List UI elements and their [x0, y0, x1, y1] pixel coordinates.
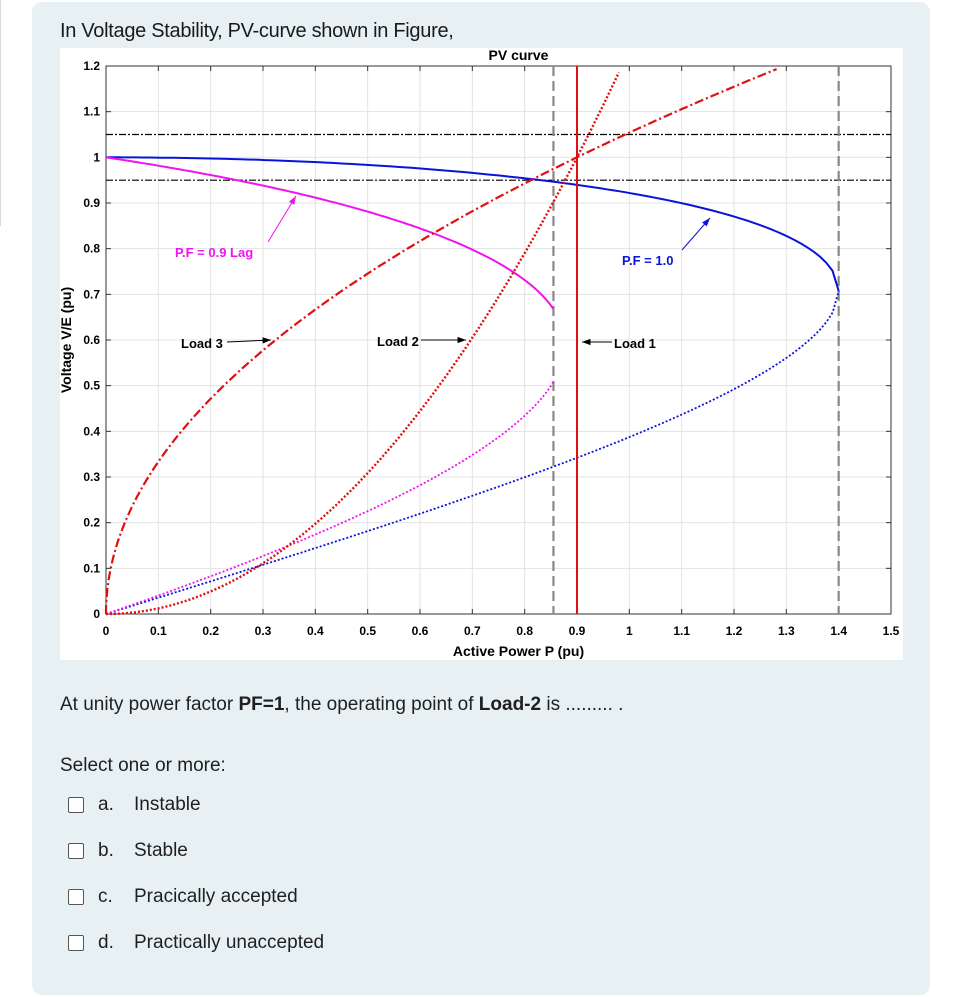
option-b-checkbox[interactable]	[68, 843, 84, 859]
question-text-suffix: is ......... .	[541, 694, 624, 715]
question-text-prefix: At unity power factor	[60, 694, 239, 715]
option-a[interactable]: a. Instable	[68, 791, 201, 819]
pf-unity-lower-curve	[105, 290, 840, 615]
y-tick-label: 0.3	[83, 470, 100, 484]
y-tick-label: 0.7	[83, 287, 100, 301]
option-d[interactable]: d. Practically unaccepted	[68, 929, 324, 957]
option-b-text[interactable]: Stable	[134, 840, 188, 861]
question-text-middle: , the operating point of	[284, 694, 479, 715]
option-a-text[interactable]: Instable	[134, 794, 201, 815]
question-text: At unity power factor PF=1, the operatin…	[60, 694, 623, 716]
pf-lag-arrow-head	[288, 196, 296, 205]
x-tick-label: 0.5	[359, 624, 376, 638]
pf-unity-upper-curve	[106, 156, 840, 292]
x-tick-label: 0.6	[412, 624, 429, 638]
y-tick-label: 0.1	[83, 561, 100, 575]
y-tick-label: 0.6	[83, 333, 100, 347]
option-d-text[interactable]: Practically unaccepted	[134, 932, 325, 953]
page-left-rule	[0, 0, 1, 226]
question-pf-label: PF=1	[238, 694, 285, 715]
x-tick-label: 0.4	[307, 624, 324, 638]
pf-unity-annotation: P.F = 1.0	[622, 253, 673, 268]
load-3-curve	[104, 68, 778, 614]
load-2-annotation: Load 2	[377, 334, 419, 349]
y-tick-label: 0.5	[83, 379, 100, 393]
option-c-letter: c.	[98, 886, 113, 907]
load-2-arrow-head	[457, 336, 466, 344]
option-d-letter: d.	[98, 932, 114, 953]
y-tick-label: 0.9	[83, 196, 100, 210]
pf-unity-arrow-head	[702, 218, 710, 227]
y-tick-label: 0.8	[83, 242, 100, 256]
y-tick-label: 0.4	[83, 424, 100, 438]
x-tick-label: 1.1	[673, 624, 690, 638]
option-a-letter: a.	[98, 794, 114, 815]
pf-lag-annotation: P.F = 0.9 Lag	[175, 245, 253, 260]
option-c-checkbox[interactable]	[68, 889, 84, 905]
select-prompt: Select one or more:	[60, 755, 226, 776]
chart-title: PV curve	[489, 48, 549, 63]
question-load-label: Load-2	[478, 694, 542, 715]
pf-lag-arrow	[267, 195, 297, 243]
load-3-arrow-head	[262, 337, 271, 344]
pf-lag-lower-curve	[105, 381, 555, 615]
y-axis-label: Voltage V/E (pu)	[60, 287, 74, 393]
x-tick-label: 1.2	[726, 624, 743, 638]
load-1-annotation: Load 1	[614, 336, 656, 351]
x-tick-label: 0.8	[516, 624, 533, 638]
x-tick-label: 1.3	[778, 624, 795, 638]
x-tick-label: 0.2	[202, 624, 219, 638]
y-tick-label: 1	[93, 150, 100, 164]
pv-curve-figure: 0 0.1 0.2 0.3 0.4 0.5 0.6 0.7 0.8 0.9 1 1.1 1.2 1.3 1.…	[60, 48, 903, 660]
x-tick-label: 1	[626, 624, 633, 638]
pf-lag-upper-curve	[105, 156, 555, 310]
y-tick-label: 0	[93, 607, 100, 621]
option-c[interactable]: c. Pracically accepted	[68, 883, 298, 911]
x-tick-label: 0.9	[569, 624, 586, 638]
question-title: In Voltage Stability, PV-curve shown in …	[60, 20, 454, 42]
option-c-text[interactable]: Pracically accepted	[134, 886, 298, 907]
x-axis-label: Active Power P (pu)	[453, 643, 584, 659]
x-tick-label: 1.5	[883, 624, 900, 638]
load-1-arrow-head	[582, 338, 591, 346]
x-tick-label: 0.3	[255, 624, 272, 638]
option-a-checkbox[interactable]	[68, 797, 84, 813]
y-tick-label: 1.1	[83, 105, 100, 119]
x-tick-label: 1.4	[830, 624, 847, 638]
pv-curve-chart: 0 0.1 0.2 0.3 0.4 0.5 0.6 0.7 0.8 0.9 1 1.1 1.2 1.3 1.…	[60, 48, 900, 659]
y-tick-label: 0.2	[83, 516, 100, 530]
option-b[interactable]: b. Stable	[68, 837, 188, 865]
x-tick-label: 0.7	[464, 624, 481, 638]
y-tick-label: 1.2	[83, 59, 100, 73]
option-b-letter: b.	[98, 840, 114, 861]
load-3-annotation: Load 3	[181, 336, 223, 351]
option-d-checkbox[interactable]	[68, 935, 84, 951]
x-tick-label: 0.1	[150, 624, 167, 638]
x-tick-label: 0	[103, 624, 110, 638]
